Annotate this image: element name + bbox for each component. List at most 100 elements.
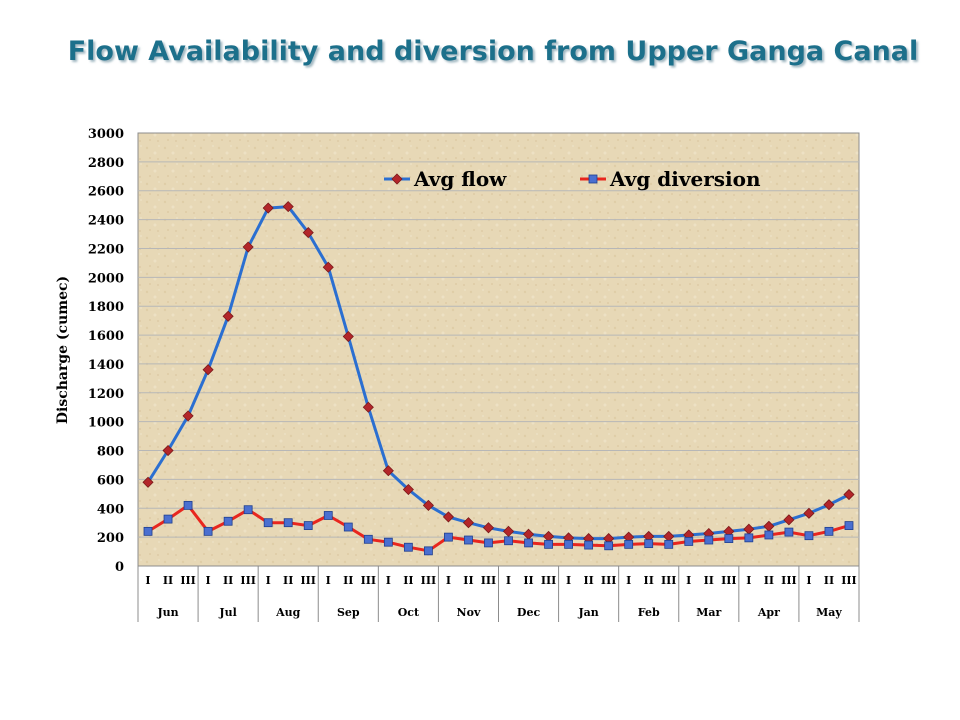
x-subperiod-label: II (163, 574, 173, 587)
data-point-avg-flow (382, 465, 394, 477)
data-point-avg-diversion (824, 526, 834, 536)
data-point-avg-diversion (303, 521, 313, 530)
x-subperiod-label: III (781, 574, 796, 587)
y-tick-label: 1000 (88, 416, 124, 431)
x-month-label: Jul (218, 606, 236, 619)
x-month-label: Mar (696, 606, 721, 619)
legend-label-avg-flow: Avg flow (413, 167, 507, 191)
x-subperiod-label: III (240, 574, 255, 587)
x-subperiod-label: III (361, 574, 376, 587)
data-point-avg-diversion (744, 533, 754, 543)
x-subperiod-label: I (626, 574, 631, 587)
legend-marker-avg-flow (391, 173, 403, 185)
x-month-label: Jan (577, 606, 598, 619)
data-point-avg-flow (823, 499, 835, 511)
x-month-label: Feb (638, 606, 660, 619)
data-point-avg-flow (482, 522, 495, 534)
x-month-label: Jun (156, 606, 178, 619)
gridlines (138, 161, 859, 538)
x-subperiod-label: I (806, 574, 811, 587)
data-point-avg-diversion (784, 527, 794, 537)
data-point-avg-diversion (464, 535, 473, 545)
data-point-avg-diversion (203, 526, 213, 536)
series-layer (142, 201, 855, 556)
data-point-avg-diversion (183, 500, 193, 510)
data-point-avg-diversion (804, 531, 814, 541)
x-subperiod-label: I (145, 574, 150, 587)
data-point-avg-diversion (844, 521, 854, 530)
y-tick-label: 800 (97, 445, 124, 460)
data-point-avg-diversion (764, 530, 774, 540)
y-tick-label: 1600 (88, 329, 124, 344)
data-point-avg-diversion (383, 537, 393, 547)
data-point-avg-diversion (664, 539, 674, 549)
data-point-avg-diversion (624, 539, 634, 549)
y-tick-label: 600 (97, 473, 124, 488)
page-title: Flow Availability and diversion from Upp… (68, 36, 919, 67)
data-point-avg-flow (462, 517, 475, 529)
y-axis-ticks: 0 200 400 600 800 1000 1200 1400 1600 1800 2000 220… (88, 127, 124, 575)
x-month-label: Sep (337, 606, 360, 619)
x-subperiod-label: I (506, 574, 511, 587)
y-tick-label: 1200 (88, 387, 124, 402)
data-point-avg-diversion (604, 541, 614, 551)
legend-label-avg-diversion: Avg diversion (609, 167, 761, 191)
x-subperiod-label: II (583, 574, 593, 587)
x-subperiod-label: II (223, 574, 233, 587)
x-subperiod-label: II (343, 574, 353, 587)
y-tick-label: 2200 (88, 242, 124, 257)
data-point-avg-diversion (163, 514, 173, 524)
data-point-avg-diversion (584, 540, 594, 550)
x-month-label: Apr (757, 606, 780, 619)
data-point-avg-diversion (343, 522, 353, 532)
data-point-avg-flow (342, 330, 354, 343)
legend: Avg flow Avg diversion (384, 167, 761, 191)
y-tick-label: 3000 (88, 127, 124, 142)
data-point-avg-flow (202, 364, 214, 376)
x-subperiod-label: III (541, 574, 556, 587)
data-point-avg-flow (222, 310, 234, 322)
data-point-avg-diversion (684, 537, 694, 546)
x-subperiod-label: III (601, 574, 616, 587)
data-point-avg-diversion (323, 511, 333, 520)
x-subperiod-label: II (403, 574, 413, 587)
data-point-avg-flow (182, 410, 194, 422)
data-point-avg-flow (442, 511, 454, 523)
y-tick-label: 2800 (88, 156, 124, 171)
data-point-avg-diversion (444, 532, 453, 542)
data-point-avg-diversion (283, 518, 293, 528)
data-point-avg-diversion (363, 534, 373, 544)
x-subperiod-label: II (523, 574, 533, 587)
x-subperiod-label: I (266, 574, 271, 587)
data-point-avg-flow (262, 202, 274, 214)
data-point-avg-diversion (544, 539, 553, 549)
data-point-avg-diversion (223, 516, 233, 526)
y-tick-label: 2000 (88, 271, 124, 286)
x-subperiod-label: I (386, 574, 391, 587)
data-point-avg-diversion (564, 539, 573, 549)
x-month-label: May (816, 606, 842, 619)
y-tick-label: 200 (97, 531, 124, 546)
y-tick-label: 1400 (88, 358, 124, 373)
data-point-avg-flow (302, 227, 314, 239)
x-subperiod-label: III (481, 574, 496, 587)
x-month-label: Oct (398, 606, 420, 619)
x-subperiod-label: III (301, 574, 316, 587)
x-subperiod-label: III (721, 574, 736, 587)
x-subperiod-label: I (566, 574, 571, 587)
x-subperiod-label: I (686, 574, 691, 587)
x-subperiod-label: II (704, 574, 714, 587)
data-point-avg-flow (362, 401, 374, 413)
x-subperiod-label: I (746, 574, 751, 587)
y-tick-label: 400 (97, 502, 124, 517)
data-point-avg-flow (422, 499, 434, 511)
data-point-avg-diversion (143, 526, 153, 536)
data-point-avg-flow (282, 201, 294, 213)
data-point-avg-flow (142, 476, 154, 488)
data-point-avg-flow (242, 241, 254, 253)
x-subperiod-label: II (824, 574, 834, 587)
x-subperiod-label: I (326, 574, 331, 587)
data-point-avg-diversion (524, 538, 533, 548)
y-axis-label: Discharge (cumec) (55, 276, 71, 424)
x-subperiod-label: III (841, 574, 856, 587)
